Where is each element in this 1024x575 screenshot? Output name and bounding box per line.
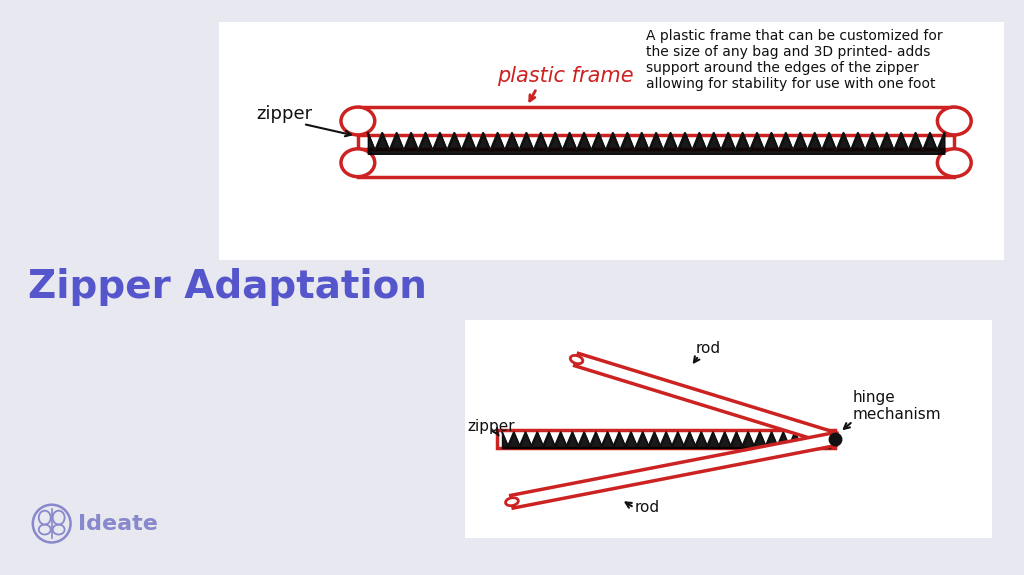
Ellipse shape (570, 355, 583, 364)
Text: Ideate: Ideate (78, 513, 158, 534)
Text: zipper: zipper (467, 419, 515, 434)
Ellipse shape (937, 149, 971, 177)
Bar (465, 320, 992, 539)
Text: rod: rod (696, 340, 721, 355)
Text: zipper: zipper (256, 105, 312, 123)
Text: Zipper Adaptation: Zipper Adaptation (28, 268, 427, 306)
Ellipse shape (341, 107, 375, 135)
Polygon shape (511, 433, 837, 508)
Polygon shape (497, 430, 835, 448)
Bar (219, 22, 1004, 260)
Ellipse shape (937, 107, 971, 135)
Ellipse shape (341, 149, 375, 177)
Polygon shape (574, 354, 837, 445)
Text: rod: rod (634, 500, 659, 515)
Text: hinge
mechanism: hinge mechanism (853, 390, 941, 422)
Text: A plastic frame that can be customized for
the size of any bag and 3D printed- a: A plastic frame that can be customized f… (646, 29, 943, 91)
Text: plastic frame: plastic frame (497, 66, 634, 86)
Ellipse shape (506, 498, 518, 506)
